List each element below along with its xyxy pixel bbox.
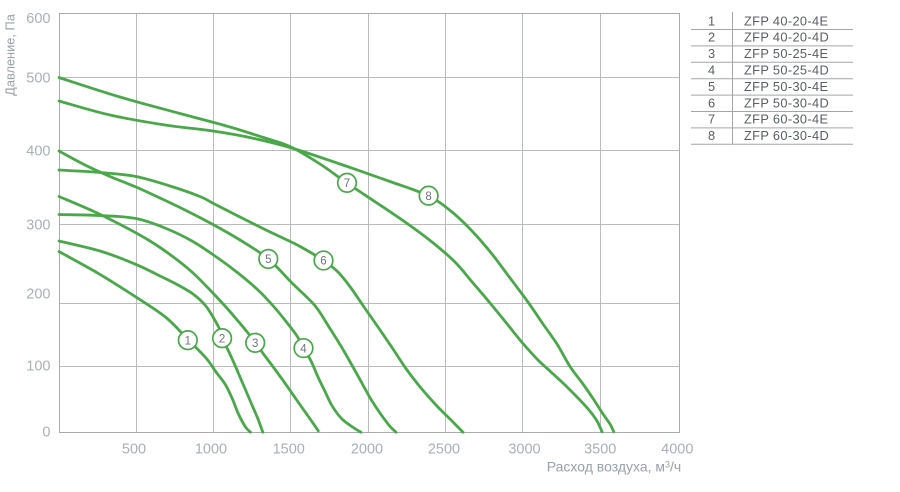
svg-text:400: 400 <box>26 143 50 159</box>
svg-text:3500: 3500 <box>584 441 616 457</box>
svg-text:2000: 2000 <box>351 441 383 457</box>
svg-text:ZFP 50-25-4D: ZFP 50-25-4D <box>744 63 829 78</box>
svg-text:ZFP 60-30-4D: ZFP 60-30-4D <box>744 128 829 143</box>
svg-text:ZFP 40-20-4E: ZFP 40-20-4E <box>744 13 828 28</box>
svg-text:1000: 1000 <box>195 441 227 457</box>
svg-text:8: 8 <box>708 128 715 143</box>
svg-text:Давление, Па: Давление, Па <box>3 13 18 96</box>
svg-text:4000: 4000 <box>661 441 693 457</box>
svg-text:ZFP 50-30-4E: ZFP 50-30-4E <box>744 79 828 94</box>
svg-text:1500: 1500 <box>273 441 305 457</box>
svg-text:3: 3 <box>252 338 258 350</box>
svg-text:0: 0 <box>42 424 50 440</box>
svg-text:2: 2 <box>708 30 715 45</box>
svg-text:ZFP 40-20-4D: ZFP 40-20-4D <box>744 30 829 45</box>
svg-text:7: 7 <box>708 112 715 127</box>
svg-text:2500: 2500 <box>428 441 460 457</box>
svg-text:500: 500 <box>26 70 50 86</box>
svg-text:600: 600 <box>26 11 50 27</box>
svg-text:7: 7 <box>344 178 350 190</box>
svg-text:1: 1 <box>185 335 191 347</box>
svg-text:4: 4 <box>708 63 715 78</box>
svg-text:ZFP 60-30-4E: ZFP 60-30-4E <box>744 112 828 127</box>
svg-text:200: 200 <box>26 287 50 303</box>
svg-text:8: 8 <box>425 191 431 203</box>
svg-text:6: 6 <box>320 256 326 268</box>
svg-text:ZFP 50-30-4D: ZFP 50-30-4D <box>744 95 829 110</box>
svg-text:1: 1 <box>708 13 715 28</box>
svg-text:4: 4 <box>300 343 307 355</box>
svg-text:3000: 3000 <box>508 441 540 457</box>
svg-text:5: 5 <box>265 254 271 266</box>
svg-text:Расход воздуха, м3/ч: Расход воздуха, м3/ч <box>547 459 681 475</box>
svg-text:6: 6 <box>708 95 715 110</box>
svg-text:500: 500 <box>122 441 146 457</box>
svg-text:5: 5 <box>708 79 715 94</box>
svg-text:ZFP 50-25-4E: ZFP 50-25-4E <box>744 46 828 61</box>
svg-text:2: 2 <box>219 333 225 345</box>
svg-text:3: 3 <box>708 46 715 61</box>
svg-text:100: 100 <box>26 358 50 374</box>
svg-text:300: 300 <box>26 217 50 233</box>
